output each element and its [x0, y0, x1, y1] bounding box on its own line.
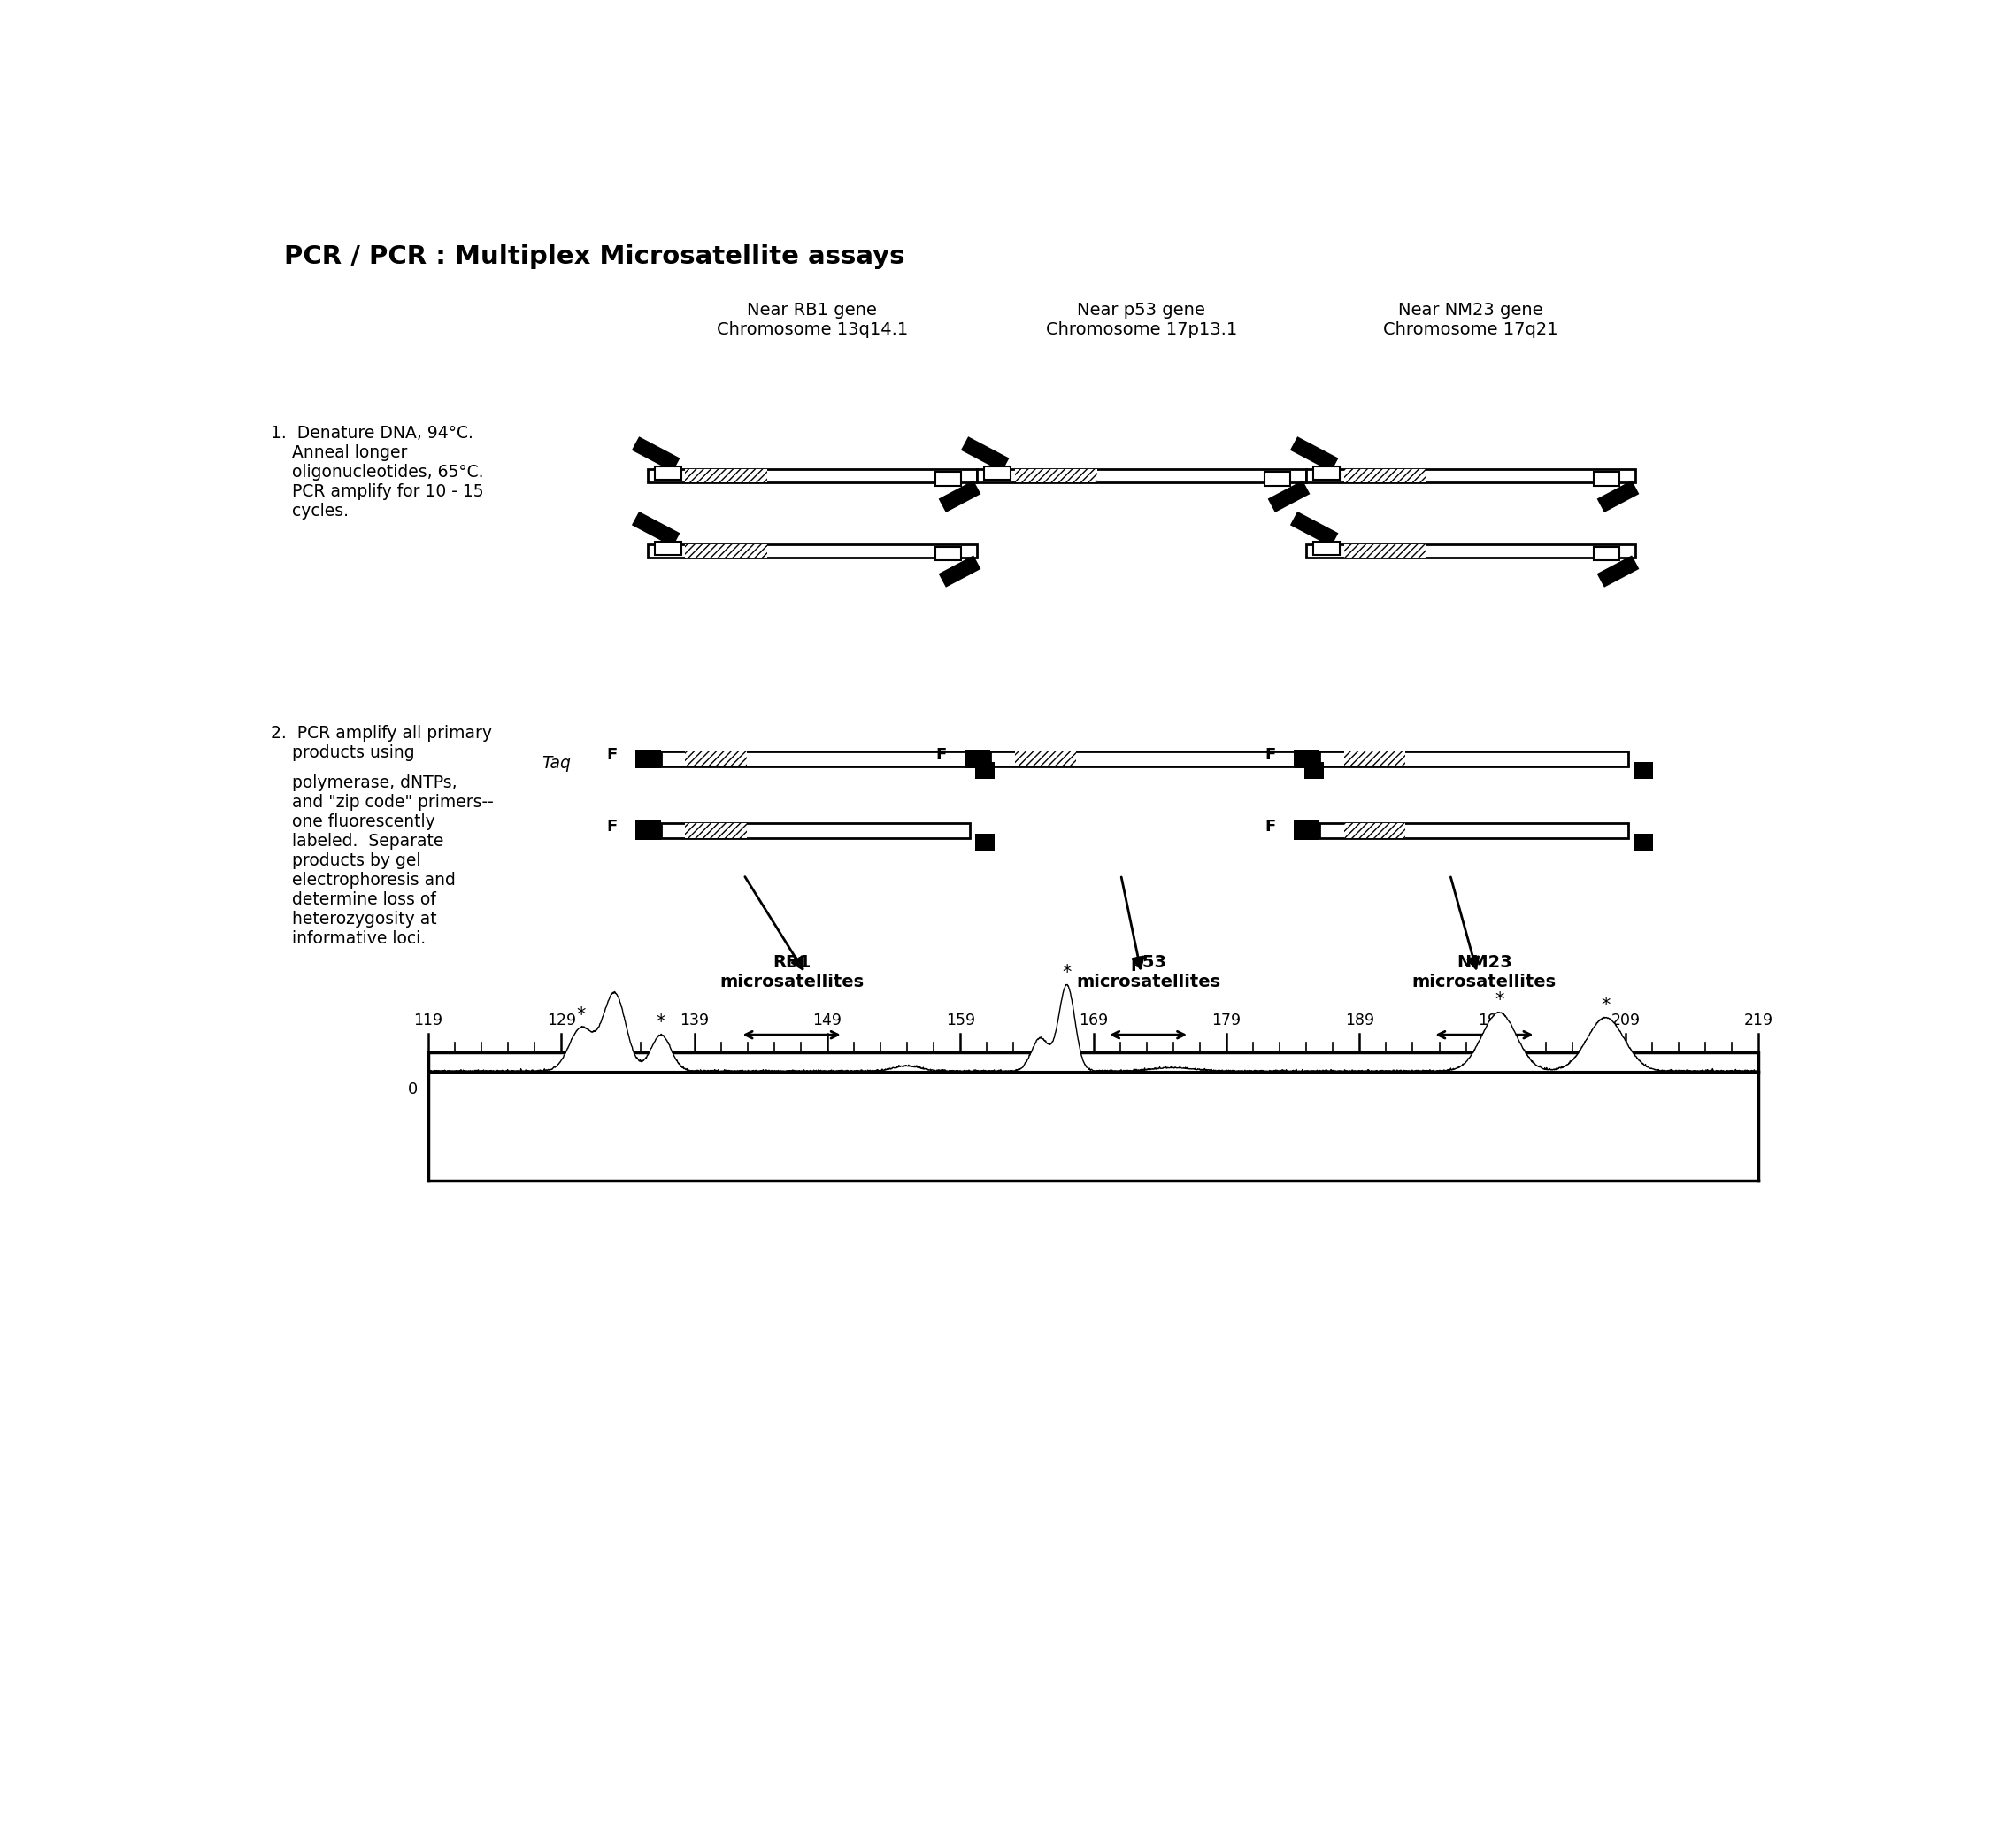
- Text: *: *: [1601, 996, 1611, 1015]
- Bar: [1015, 469, 1097, 482]
- Bar: [992, 752, 1299, 767]
- Bar: [1015, 752, 1075, 767]
- Polygon shape: [1597, 556, 1637, 586]
- Text: NM23
microsatellites: NM23 microsatellites: [1411, 954, 1557, 991]
- Text: Taq: Taq: [542, 754, 570, 771]
- Text: Near p53 gene
Chromosome 17p13.1: Near p53 gene Chromosome 17p13.1: [1045, 303, 1237, 338]
- Text: 219: 219: [1743, 1013, 1773, 1029]
- Text: *: *: [656, 1013, 666, 1031]
- Text: F: F: [1265, 747, 1275, 763]
- Polygon shape: [1269, 482, 1309, 512]
- Bar: [1305, 543, 1635, 558]
- Text: *: *: [576, 1005, 586, 1024]
- Polygon shape: [656, 541, 682, 554]
- Text: Near NM23 gene
Chromosome 17q21: Near NM23 gene Chromosome 17q21: [1383, 303, 1557, 338]
- Bar: [1633, 761, 1653, 780]
- Text: 149: 149: [814, 1013, 842, 1029]
- Bar: [686, 822, 748, 837]
- Polygon shape: [962, 438, 1007, 471]
- Bar: [964, 748, 992, 769]
- Bar: [978, 469, 1305, 482]
- Polygon shape: [940, 482, 980, 512]
- Bar: [1343, 543, 1425, 558]
- Polygon shape: [1263, 471, 1289, 486]
- Text: F: F: [606, 819, 618, 835]
- Bar: [662, 752, 970, 767]
- Text: 169: 169: [1079, 1013, 1107, 1029]
- Polygon shape: [1291, 438, 1337, 471]
- Bar: [1319, 752, 1629, 767]
- Bar: [1343, 752, 1405, 767]
- Bar: [1305, 761, 1323, 780]
- Polygon shape: [1313, 466, 1339, 480]
- Text: F: F: [936, 747, 946, 763]
- Polygon shape: [634, 512, 680, 545]
- Text: 189: 189: [1345, 1013, 1373, 1029]
- Polygon shape: [1597, 482, 1637, 512]
- Polygon shape: [1291, 512, 1337, 545]
- Text: 2.  PCR amplify all primary
    products using: 2. PCR amplify all primary products usin…: [270, 724, 492, 761]
- Bar: [1343, 822, 1405, 837]
- Text: RB1
microsatellites: RB1 microsatellites: [720, 954, 864, 991]
- Text: 0: 0: [408, 1081, 418, 1098]
- Text: 129: 129: [546, 1013, 576, 1029]
- Text: Near RB1 gene
Chromosome 13q14.1: Near RB1 gene Chromosome 13q14.1: [716, 303, 908, 338]
- Polygon shape: [1593, 547, 1619, 560]
- Text: 159: 159: [946, 1013, 976, 1029]
- Polygon shape: [984, 466, 1009, 480]
- Bar: [1305, 469, 1635, 482]
- Bar: [1319, 822, 1629, 837]
- Bar: [976, 761, 996, 780]
- Bar: [976, 833, 996, 850]
- Bar: [648, 469, 978, 482]
- Bar: [636, 821, 662, 839]
- Bar: [648, 543, 978, 558]
- Polygon shape: [428, 985, 1759, 1072]
- Bar: [1293, 821, 1319, 839]
- Bar: [1293, 748, 1319, 769]
- Bar: [686, 543, 768, 558]
- Polygon shape: [936, 547, 962, 560]
- Polygon shape: [634, 438, 680, 471]
- Text: *: *: [1495, 991, 1503, 1009]
- Text: PCR / PCR : Multiplex Microsatellite assays: PCR / PCR : Multiplex Microsatellite ass…: [284, 244, 906, 270]
- Text: 179: 179: [1211, 1013, 1241, 1029]
- Polygon shape: [936, 471, 962, 486]
- Text: F: F: [606, 747, 618, 763]
- Text: *: *: [1061, 963, 1071, 981]
- Text: p53
microsatellites: p53 microsatellites: [1075, 954, 1221, 991]
- Text: 209: 209: [1611, 1013, 1641, 1029]
- Bar: [636, 748, 662, 769]
- Polygon shape: [940, 556, 980, 586]
- Text: 119: 119: [414, 1013, 444, 1029]
- Bar: [686, 752, 748, 767]
- Bar: [686, 469, 768, 482]
- Text: F: F: [1265, 819, 1275, 835]
- Text: 199: 199: [1477, 1013, 1507, 1029]
- Text: 1.  Denature DNA, 94°C.
    Anneal longer
    oligonucleotides, 65°C.
    PCR am: 1. Denature DNA, 94°C. Anneal longer oli…: [270, 425, 484, 519]
- Text: 139: 139: [680, 1013, 710, 1029]
- Polygon shape: [1593, 471, 1619, 486]
- Polygon shape: [1313, 541, 1339, 554]
- Text: polymerase, dNTPs,
    and "zip code" primers--
    one fluorescently
    labele: polymerase, dNTPs, and "zip code" primer…: [270, 754, 494, 946]
- Bar: [662, 822, 970, 837]
- Polygon shape: [656, 466, 682, 480]
- Bar: [428, 1053, 1759, 1072]
- Bar: [1343, 469, 1425, 482]
- Bar: [1633, 833, 1653, 850]
